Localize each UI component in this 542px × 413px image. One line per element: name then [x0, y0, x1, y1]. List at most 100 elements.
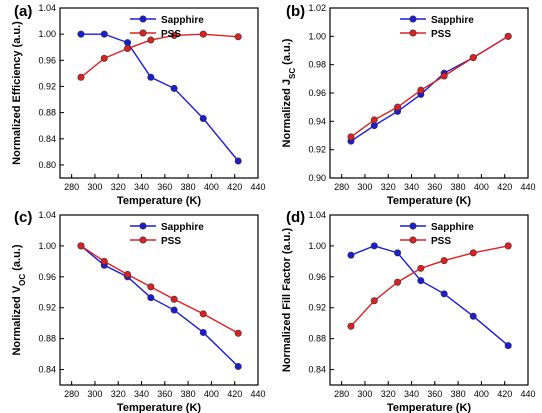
x-tick-label: 320: [381, 182, 396, 192]
panel-label: (b): [286, 3, 305, 20]
x-tick-label: 380: [181, 182, 196, 192]
data-point: [77, 30, 85, 38]
x-axis-title: Temperature (K): [117, 402, 201, 413]
data-point: [370, 297, 378, 305]
x-tick-label: 400: [204, 389, 219, 399]
data-point: [147, 36, 155, 44]
data-point: [347, 133, 355, 141]
y-tick-label: 1.04: [308, 210, 326, 220]
x-tick-label: 320: [111, 389, 126, 399]
data-point: [170, 84, 178, 92]
x-tick-label: 340: [404, 389, 419, 399]
x-tick-label: 380: [451, 182, 466, 192]
x-tick-label: 380: [181, 389, 196, 399]
x-tick-label: 380: [451, 389, 466, 399]
plot-frame: [329, 7, 529, 179]
x-tick-label: 280: [334, 182, 349, 192]
y-tick-label: 1.02: [308, 3, 326, 13]
x-tick-label: 440: [250, 389, 265, 399]
data-point: [124, 270, 132, 278]
x-tick-label: 440: [520, 182, 535, 192]
legend-marker: [139, 236, 147, 244]
panel-label: (d): [286, 209, 305, 226]
legend: Sapphire PSS: [130, 15, 204, 40]
data-point: [199, 328, 207, 336]
legend-label: PSS: [161, 236, 181, 247]
legend: Sapphire PSS: [400, 15, 474, 40]
data-point: [77, 242, 85, 250]
data-point: [417, 277, 425, 285]
x-tick-label: 420: [227, 182, 242, 192]
y-axis-title: Normalized Efficiency (a.u.): [11, 21, 23, 165]
x-tick-label: 300: [87, 182, 102, 192]
x-tick-label: 300: [357, 389, 372, 399]
y-tick-label: 0.80: [38, 160, 56, 170]
series-line: [350, 245, 509, 347]
data-point: [347, 322, 355, 330]
y-tick-label: 0.84: [38, 134, 56, 144]
x-tick-label: 420: [497, 389, 512, 399]
data-point: [440, 290, 448, 298]
legend-label: Sapphire: [431, 222, 474, 233]
legend-marker: [409, 222, 417, 230]
legend: Sapphire PSS: [400, 222, 474, 247]
y-axis-title: Normalized VOC (a.u.): [11, 244, 27, 355]
x-axis-title: Temperature (K): [387, 402, 471, 413]
x-tick-label: 360: [157, 389, 172, 399]
data-point: [469, 312, 477, 320]
y-tick-label: 0.88: [308, 334, 326, 344]
data-point: [147, 73, 155, 81]
x-tick-label: 400: [204, 182, 219, 192]
data-point: [199, 30, 207, 38]
x-tick-label: 280: [64, 182, 79, 192]
panel-label: (a): [14, 3, 32, 20]
data-point: [417, 264, 425, 272]
x-tick-label: 320: [381, 389, 396, 399]
data-point: [394, 103, 402, 111]
data-point: [234, 362, 242, 370]
series-pss: [347, 242, 512, 330]
legend-marker: [139, 29, 147, 37]
data-point: [234, 33, 242, 41]
y-axis-title: Normalized JSC (a.u.): [281, 38, 297, 147]
y-tick-label: 1.00: [38, 29, 56, 39]
data-point: [370, 242, 378, 250]
y-tick-label: 1.04: [38, 210, 56, 220]
y-tick-label: 0.84: [38, 365, 56, 375]
x-tick-label: 340: [134, 389, 149, 399]
data-point: [147, 283, 155, 291]
legend-marker: [409, 29, 417, 37]
legend-label: PSS: [161, 29, 181, 40]
series-sapphire: [77, 30, 242, 165]
series-sapphire: [347, 242, 512, 350]
data-point: [504, 242, 512, 250]
x-tick-label: 320: [111, 182, 126, 192]
x-tick-label: 420: [227, 389, 242, 399]
legend-marker: [139, 15, 147, 23]
data-point: [504, 342, 512, 350]
y-tick-label: 0.92: [308, 303, 326, 313]
legend-marker: [139, 222, 147, 230]
data-point: [199, 310, 207, 318]
y-tick-label: 0.96: [308, 272, 326, 282]
y-tick-label: 0.96: [38, 272, 56, 282]
data-point: [469, 54, 477, 62]
y-tick-label: 0.92: [308, 145, 326, 155]
legend-label: Sapphire: [161, 222, 204, 233]
y-axis-title: Normalized Fill Factor (a.u.): [281, 228, 293, 373]
x-tick-label: 340: [134, 182, 149, 192]
chart-panel-1: (a) 280 300 320 340 360 380 400 420 440 0.80 0.84 0.…: [11, 3, 266, 207]
data-point: [440, 257, 448, 265]
x-tick-label: 360: [427, 182, 442, 192]
y-tick-label: 0.88: [38, 334, 56, 344]
data-point: [417, 86, 425, 94]
data-point: [170, 306, 178, 314]
x-tick-label: 300: [357, 182, 372, 192]
y-tick-label: 0.92: [38, 81, 56, 91]
x-axis-title: Temperature (K): [387, 195, 471, 207]
data-point: [170, 31, 178, 39]
x-tick-label: 300: [87, 389, 102, 399]
y-tick-label: 1.00: [308, 31, 326, 41]
data-point: [370, 116, 378, 124]
legend-label: PSS: [431, 29, 451, 40]
